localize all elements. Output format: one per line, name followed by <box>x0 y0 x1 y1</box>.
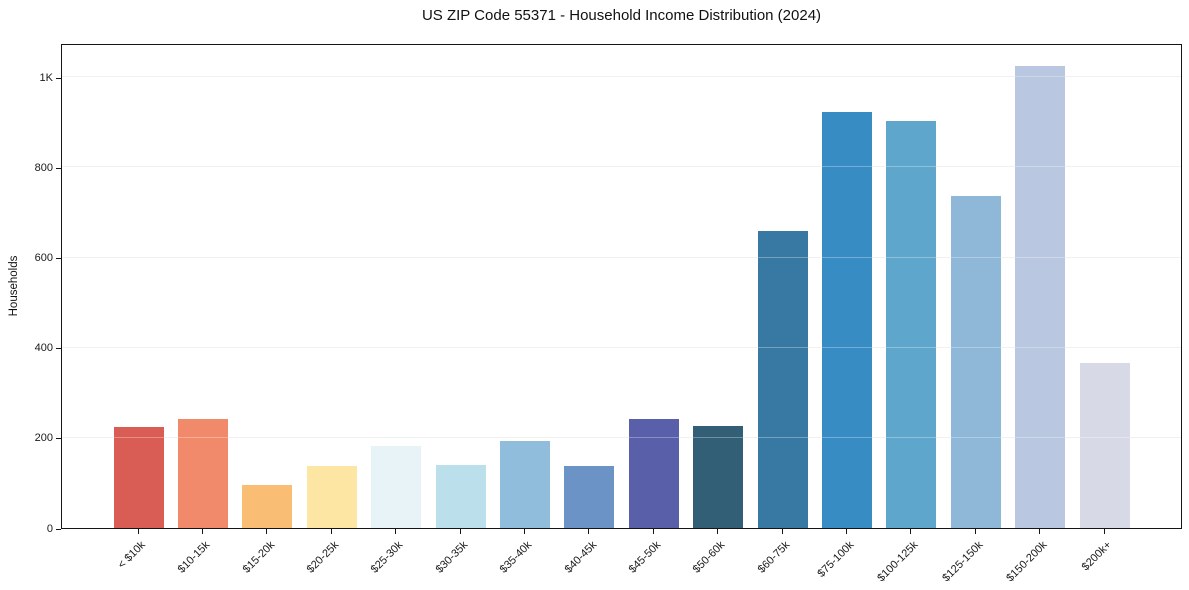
bar-$60-75k <box>757 231 808 528</box>
x-tick-label: $20-25k <box>304 539 342 576</box>
gridline <box>62 166 1181 168</box>
bar-$45-50k <box>628 418 679 528</box>
x-tick <box>717 529 719 534</box>
gridline <box>62 76 1181 78</box>
gridline-overlay <box>62 166 1181 168</box>
bar-< $10k <box>113 427 164 528</box>
bar-$15-20k <box>242 485 293 528</box>
x-tick <box>588 529 590 534</box>
x-tick <box>137 529 139 534</box>
bar-$25-30k <box>371 445 422 528</box>
y-tick <box>56 438 61 440</box>
x-tick-label: $125-150k <box>939 539 986 585</box>
plot-area <box>61 44 1182 529</box>
y-tick-label: 800 <box>34 161 53 174</box>
y-tick-label: 400 <box>34 342 53 355</box>
gridline <box>62 346 1181 348</box>
y-axis-label: Households <box>8 255 20 317</box>
bar-$20-25k <box>306 466 357 528</box>
x-tick <box>781 529 783 534</box>
bar-$150-200k <box>1015 66 1066 528</box>
gridline-overlay <box>62 436 1181 438</box>
chart-title: US ZIP Code 55371 - Household Income Dis… <box>421 7 822 24</box>
y-tick <box>56 167 61 169</box>
x-tick <box>652 529 654 534</box>
bar-$35-40k <box>499 441 550 528</box>
x-tick-label: $30-35k <box>433 539 470 576</box>
x-tick-label: $75-100k <box>815 539 857 580</box>
x-tick-label: $25-30k <box>368 539 406 576</box>
gridline <box>62 256 1181 258</box>
x-tick <box>395 529 397 534</box>
y-tick-label: 0 <box>46 522 53 535</box>
x-tick-label: $10-15k <box>175 539 213 576</box>
x-tick-label: $15-20k <box>240 539 277 576</box>
y-tick <box>56 348 61 350</box>
x-tick-label: $60-75k <box>755 539 792 576</box>
x-tick-label: $45-50k <box>626 539 664 576</box>
bar-$30-35k <box>435 465 486 528</box>
x-tick <box>1039 529 1041 534</box>
bar-$10-15k <box>177 418 228 528</box>
y-tick-label: 600 <box>34 252 53 265</box>
bar-$125-150k <box>950 195 1001 528</box>
x-tick-label: $100-125k <box>875 539 921 585</box>
y-tick-label: 1K <box>39 71 53 84</box>
y-tick <box>56 258 61 260</box>
gridline-overlay <box>62 76 1181 78</box>
x-tick <box>845 529 847 534</box>
x-tick-label: $150-200k <box>1004 539 1050 585</box>
bar-$40-45k <box>564 466 615 528</box>
x-tick <box>1103 529 1105 534</box>
gridline-overlay <box>62 256 1181 258</box>
x-tick <box>974 529 976 534</box>
gridline-overlay <box>62 346 1181 348</box>
x-tick-label: $50-60k <box>690 539 728 576</box>
x-tick-label: $200k+ <box>1079 539 1114 574</box>
bar-$100-125k <box>886 120 937 528</box>
x-tick <box>266 529 268 534</box>
bar-$50-60k <box>693 425 744 528</box>
gridline <box>62 436 1181 438</box>
x-tick-label: < $10k <box>115 539 148 572</box>
x-tick <box>330 529 332 534</box>
y-tick <box>56 528 61 530</box>
bar-$75-100k <box>821 112 872 528</box>
y-tick <box>56 77 61 79</box>
x-tick <box>910 529 912 534</box>
x-tick <box>523 529 525 534</box>
bar-$200k+ <box>1079 362 1130 528</box>
x-tick-label: $35-40k <box>497 539 535 576</box>
x-tick-label: $40-45k <box>562 539 599 576</box>
x-tick <box>459 529 461 534</box>
x-tick <box>201 529 203 534</box>
y-tick-label: 200 <box>34 432 53 445</box>
